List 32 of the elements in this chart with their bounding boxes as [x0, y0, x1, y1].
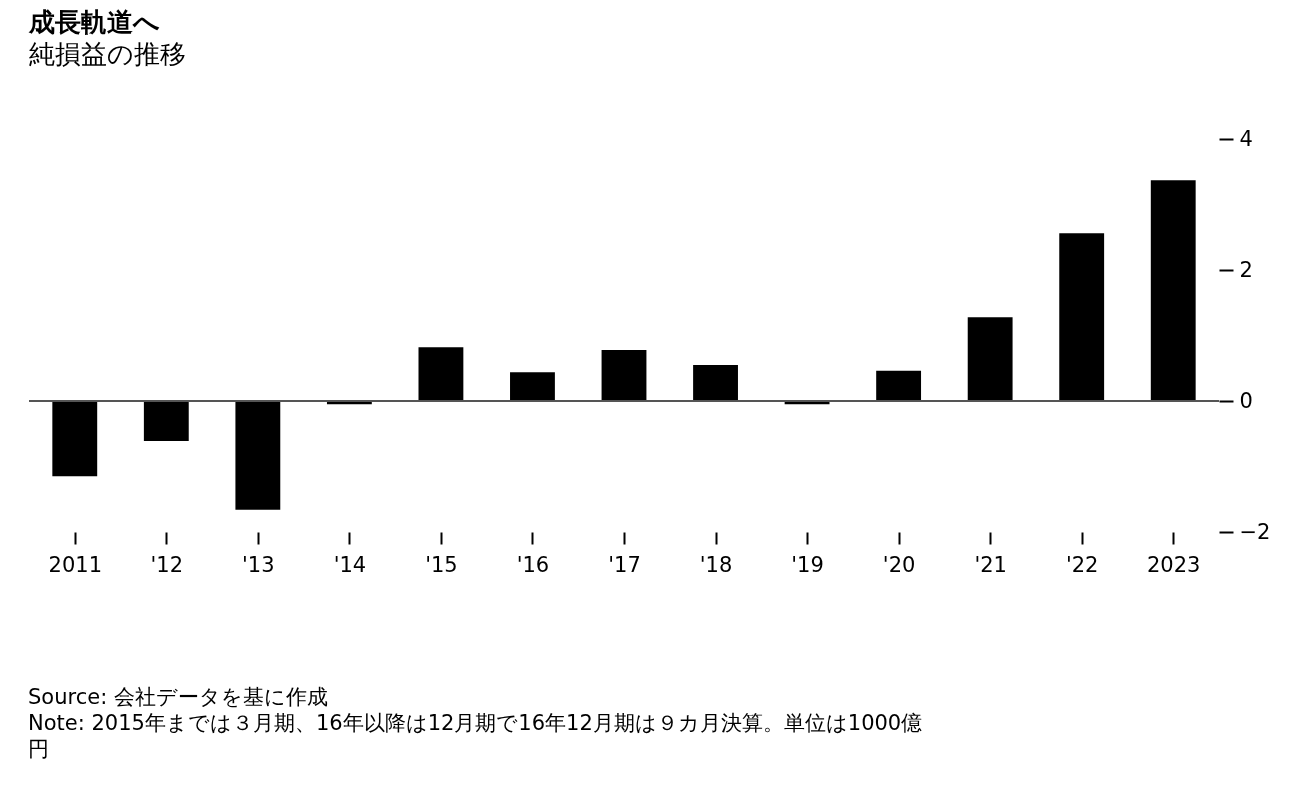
bar	[693, 364, 738, 401]
bar	[1150, 180, 1196, 401]
bar	[510, 372, 555, 401]
bar	[967, 317, 1013, 401]
bar	[143, 401, 189, 441]
x-tick-label: 2011	[48, 552, 102, 577]
y-tick-label: 4	[1239, 126, 1253, 151]
x-tick-label: '18	[699, 552, 733, 577]
x-tick-label: '13	[242, 552, 275, 577]
bar	[418, 347, 464, 401]
y-tick-label: −2	[1239, 519, 1271, 544]
chart-title: 成長軌道へ	[28, 7, 160, 37]
source-note: Source: 会社データを基に作成	[28, 684, 329, 710]
x-tick-label: '15	[425, 552, 458, 577]
bar	[876, 370, 922, 401]
x-tick-label: '19	[791, 552, 824, 577]
bar	[235, 401, 281, 510]
chart-subtitle: 純損益の推移	[29, 39, 186, 69]
x-tick-label: '17	[608, 552, 641, 577]
x-tick-label: '21	[974, 552, 1007, 577]
bar	[601, 349, 647, 401]
bar	[1059, 233, 1105, 401]
y-tick-label: 2	[1239, 257, 1253, 282]
x-tick-label: '20	[882, 552, 916, 577]
x-tick-label: '12	[150, 552, 184, 577]
x-tick-label: '22	[1065, 552, 1099, 577]
x-tick-label: '14	[333, 552, 367, 577]
x-tick-label: '16	[516, 552, 550, 577]
bar	[52, 401, 98, 477]
x-tick-label: 2023	[1147, 552, 1201, 577]
text: Note: 2015年までは３月期、16年以降は12月期で16年12月期は９カ月決算。単位は1000億円	[28, 710, 924, 762]
y-tick-label: 0	[1239, 388, 1253, 413]
